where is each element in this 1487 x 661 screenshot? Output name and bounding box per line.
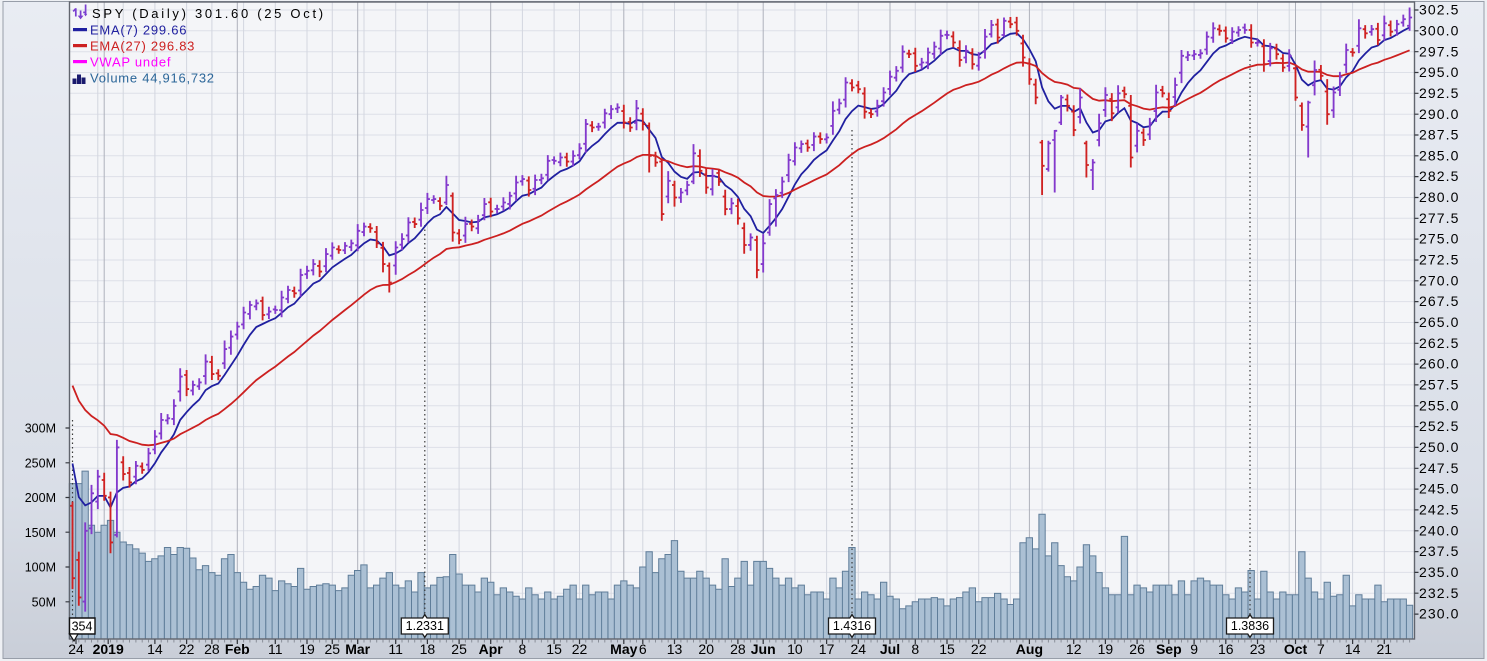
svg-text:260.0: 260.0 [1419, 356, 1460, 372]
svg-text:255.0: 255.0 [1419, 397, 1460, 413]
svg-text:22: 22 [971, 641, 987, 657]
svg-text:232.5: 232.5 [1419, 585, 1460, 601]
svg-text:200M: 200M [25, 491, 56, 505]
svg-text:8: 8 [911, 641, 919, 657]
svg-text:VWAP undef: VWAP undef [90, 55, 171, 70]
svg-text:1.3836: 1.3836 [1231, 619, 1269, 633]
svg-text:Jul: Jul [880, 641, 900, 657]
svg-text:270.0: 270.0 [1419, 272, 1460, 288]
svg-text:24: 24 [851, 641, 867, 657]
svg-text:297.5: 297.5 [1419, 43, 1460, 59]
svg-text:272.5: 272.5 [1419, 252, 1460, 268]
svg-text:9: 9 [1190, 641, 1198, 657]
svg-text:230.0: 230.0 [1419, 606, 1460, 622]
svg-text:250.0: 250.0 [1419, 439, 1460, 455]
svg-text:6: 6 [639, 641, 647, 657]
svg-text:17: 17 [819, 641, 835, 657]
svg-text:Sep: Sep [1156, 641, 1182, 657]
svg-text:240.0: 240.0 [1419, 522, 1460, 538]
svg-text:237.5: 237.5 [1419, 543, 1460, 559]
svg-text:277.5: 277.5 [1419, 210, 1460, 226]
svg-text:23: 23 [1250, 641, 1266, 657]
svg-text:SPY (Daily) 301.60 (25 Oct): SPY (Daily) 301.60 (25 Oct) [92, 6, 326, 21]
svg-text:292.5: 292.5 [1419, 85, 1460, 101]
svg-text:300M: 300M [25, 422, 56, 436]
svg-text:16: 16 [1218, 641, 1234, 657]
svg-text:14: 14 [1345, 641, 1361, 657]
svg-text:250M: 250M [25, 456, 56, 470]
svg-text:247.5: 247.5 [1419, 460, 1460, 476]
svg-text:7: 7 [1317, 641, 1325, 657]
svg-text:242.5: 242.5 [1419, 502, 1460, 518]
svg-text:28: 28 [204, 641, 220, 657]
svg-text:245.0: 245.0 [1419, 481, 1460, 497]
svg-text:14: 14 [147, 641, 163, 657]
svg-text:20: 20 [698, 641, 714, 657]
svg-text:May: May [610, 641, 637, 657]
svg-text:13: 13 [667, 641, 683, 657]
svg-text:50M: 50M [32, 595, 56, 609]
svg-text:12: 12 [1066, 641, 1082, 657]
svg-text:Oct: Oct [1284, 641, 1308, 657]
svg-text:354: 354 [72, 620, 93, 634]
svg-text:EMA(7) 299.66: EMA(7) 299.66 [90, 23, 187, 38]
svg-text:Mar: Mar [345, 641, 370, 657]
svg-text:Apr: Apr [479, 641, 504, 657]
svg-text:25: 25 [325, 641, 341, 657]
svg-text:282.5: 282.5 [1419, 168, 1460, 184]
svg-text:280.0: 280.0 [1419, 189, 1460, 205]
svg-text:2019: 2019 [93, 641, 124, 657]
svg-text:285.0: 285.0 [1419, 147, 1460, 163]
svg-text:300.0: 300.0 [1419, 22, 1460, 38]
svg-text:Volume 44,916,732: Volume 44,916,732 [90, 71, 215, 86]
svg-text:302.5: 302.5 [1419, 2, 1460, 18]
svg-text:22: 22 [572, 641, 588, 657]
svg-text:235.0: 235.0 [1419, 564, 1460, 580]
svg-text:252.5: 252.5 [1419, 418, 1460, 434]
svg-text:8: 8 [519, 641, 527, 657]
svg-text:28: 28 [730, 641, 746, 657]
svg-text:10: 10 [787, 641, 803, 657]
svg-text:11: 11 [388, 641, 403, 657]
svg-text:100M: 100M [25, 561, 56, 575]
svg-text:25: 25 [451, 641, 467, 657]
svg-text:19: 19 [1098, 641, 1114, 657]
svg-text:1.2331: 1.2331 [406, 619, 444, 633]
svg-text:Jun: Jun [751, 641, 776, 657]
svg-text:15: 15 [939, 641, 955, 657]
svg-text:275.0: 275.0 [1419, 231, 1460, 247]
svg-text:1.4316: 1.4316 [833, 619, 871, 633]
svg-text:EMA(27) 296.83: EMA(27) 296.83 [90, 39, 195, 54]
svg-text:22: 22 [179, 641, 195, 657]
svg-text:150M: 150M [25, 526, 56, 540]
svg-text:15: 15 [546, 641, 562, 657]
svg-text:295.0: 295.0 [1419, 64, 1460, 80]
svg-text:18: 18 [420, 641, 436, 657]
svg-text:24: 24 [68, 641, 84, 657]
svg-text:267.5: 267.5 [1419, 293, 1460, 309]
svg-text:265.0: 265.0 [1419, 314, 1460, 330]
svg-text:Feb: Feb [225, 641, 250, 657]
svg-text:11: 11 [268, 641, 283, 657]
svg-text:Aug: Aug [1016, 641, 1043, 657]
svg-text:287.5: 287.5 [1419, 127, 1460, 143]
svg-text:262.5: 262.5 [1419, 335, 1460, 351]
svg-text:257.5: 257.5 [1419, 377, 1460, 393]
svg-text:290.0: 290.0 [1419, 106, 1460, 122]
svg-text:19: 19 [299, 641, 315, 657]
svg-text:21: 21 [1377, 641, 1393, 657]
svg-text:26: 26 [1129, 641, 1145, 657]
